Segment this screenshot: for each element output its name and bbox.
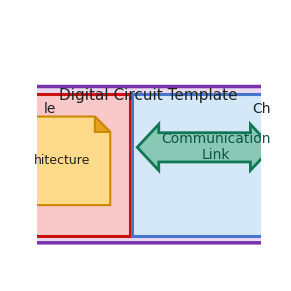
Text: Communication
Link: Communication Link [162,132,271,162]
FancyBboxPatch shape [11,86,279,243]
Text: Ch: Ch [252,102,270,116]
Polygon shape [95,116,110,132]
Text: le: le [43,102,56,116]
Polygon shape [18,116,110,205]
Bar [132,94,274,236]
Bar [15,94,129,236]
Polygon shape [137,124,272,171]
Text: hitecture: hitecture [34,154,91,167]
Text: Digital Circuit Template: Digital Circuit Template [59,88,238,103]
